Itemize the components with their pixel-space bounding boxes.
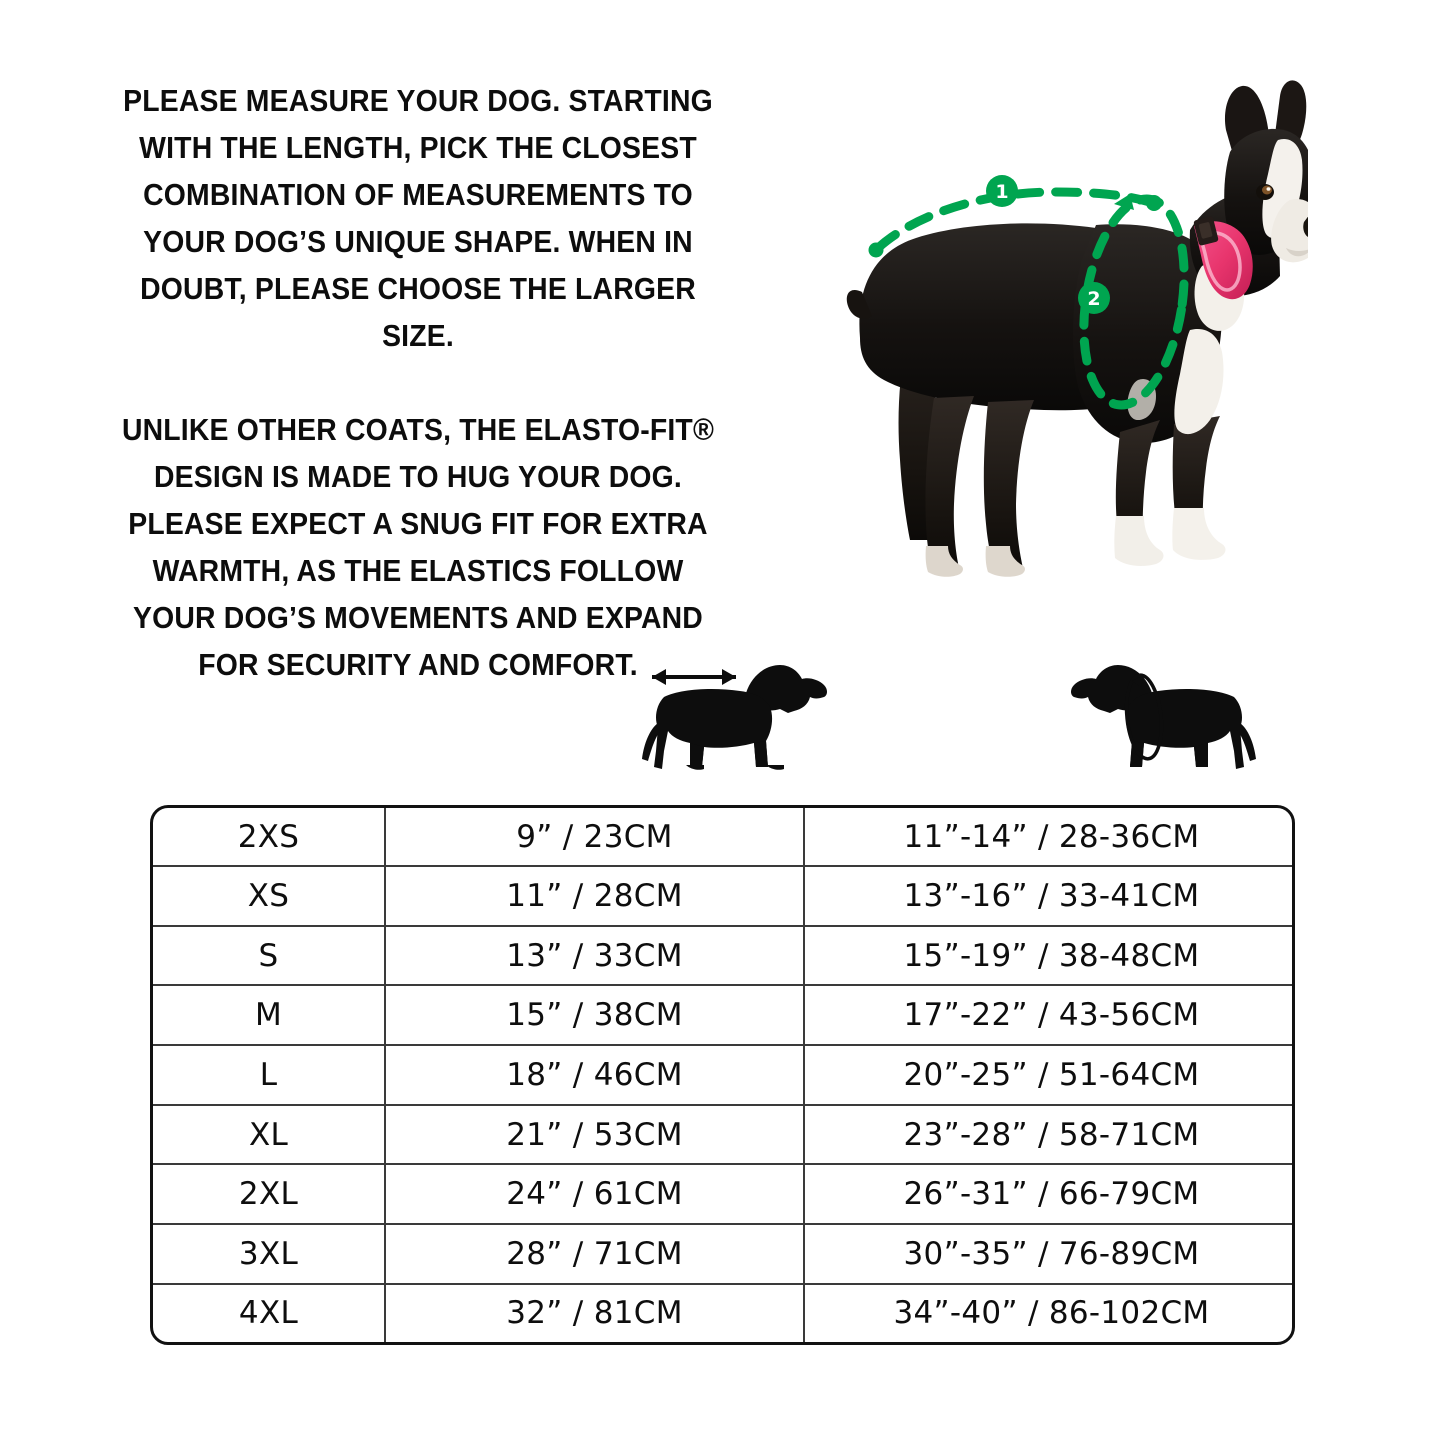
cell-girth: 26”-31” / 66-79CM — [803, 1163, 1292, 1225]
cell-size: 2XS — [237, 818, 300, 855]
cell-length: 13” / 33CM — [384, 924, 804, 986]
table-row: 3XL 28” / 71CM 30”-35” / 76-89CM — [153, 1223, 1292, 1284]
measurement-marker-2-girth: 2 — [1078, 194, 1189, 410]
cell-girth: 17”-22” / 43-56CM — [803, 984, 1292, 1046]
cell-girth: 11”-14” / 28-36CM — [803, 808, 1292, 867]
pink-collar — [1193, 216, 1253, 300]
cell-girth: 13”-16” / 33-41CM — [803, 865, 1292, 926]
cell-size: 4XL — [153, 1282, 385, 1342]
column-icons-row — [150, 655, 1295, 805]
cell-size: M — [153, 984, 385, 1046]
instructions-paragraph-1: PLEASE MEASURE YOUR DOG. STARTING WITH T… — [123, 84, 713, 353]
table-row: XL 21” / 53CM 23”-28” / 58-71CM — [153, 1103, 1292, 1165]
table-row: M 15” / 38CM 17”-22” / 43-56CM — [153, 984, 1292, 1046]
size-chart-table: 2XS 9” / 23CM 11”-14” / 28-36CM XS 11” /… — [150, 805, 1295, 1345]
marker-2-label: 2 — [1087, 288, 1100, 310]
table-row: 2XS 9” / 23CM 11”-14” / 28-36CM — [153, 808, 1292, 867]
cell-size: XS — [153, 865, 385, 926]
dog-silhouette — [642, 665, 827, 770]
marker-1-label: 1 — [995, 181, 1008, 203]
dog-measurement-photo: 1 2 — [838, 80, 1308, 580]
dog-silhouette — [1071, 665, 1256, 769]
cell-length: 15” / 38CM — [384, 984, 804, 1046]
table-row: 2XL 24” / 61CM 26”-31” / 66-79CM — [153, 1163, 1292, 1225]
cell-size: XL — [153, 1103, 385, 1165]
cell-length: 9” / 23CM — [384, 808, 804, 867]
cell-girth: 23”-28” / 58-71CM — [803, 1103, 1292, 1165]
instructions-paragraph-2: UNLIKE OTHER COATS, THE ELASTO-FIT® DESI… — [121, 413, 715, 682]
girth-loop-arrow-icon — [1124, 673, 1164, 765]
cell-size: S — [153, 924, 385, 986]
cell-length: 28” / 71CM — [384, 1223, 804, 1284]
size-table-body: 2XS 9” / 23CM 11”-14” / 28-36CM XS 11” /… — [153, 808, 1292, 1342]
cell-girth: 34”-40” / 86-102CM — [803, 1282, 1292, 1342]
table-row: S 13” / 33CM 15”-19” / 38-48CM — [153, 924, 1292, 986]
cell-length: 21” / 53CM — [384, 1103, 804, 1165]
cell-size: 3XL — [153, 1223, 385, 1284]
dog-head — [1189, 80, 1308, 331]
length-arrow-icon — [652, 669, 736, 685]
dog-girth-icon — [1040, 655, 1270, 785]
cell-length: 18” / 46CM — [384, 1044, 804, 1105]
table-row: 4XL 32” / 81CM 34”-40” / 86-102CM — [153, 1282, 1292, 1342]
cell-size: 2XL — [153, 1163, 385, 1225]
cell-length: 24” / 61CM — [384, 1163, 804, 1225]
cell-size: L — [153, 1044, 385, 1105]
cell-girth: 30”-35” / 76-89CM — [803, 1223, 1292, 1284]
cell-length: 11” / 28CM — [384, 865, 804, 926]
cell-girth: 20”-25” / 51-64CM — [803, 1044, 1292, 1105]
instructions-block: PLEASE MEASURE YOUR DOG. STARTING WITH T… — [88, 78, 748, 689]
cell-length: 32” / 81CM — [384, 1282, 804, 1342]
cell-girth: 15”-19” / 38-48CM — [803, 924, 1292, 986]
table-row: L 18” / 46CM 20”-25” / 51-64CM — [153, 1044, 1292, 1105]
table-row: XS 11” / 28CM 13”-16” / 33-41CM — [153, 865, 1292, 926]
dog-body — [846, 223, 1226, 577]
dog-length-icon — [628, 655, 858, 785]
